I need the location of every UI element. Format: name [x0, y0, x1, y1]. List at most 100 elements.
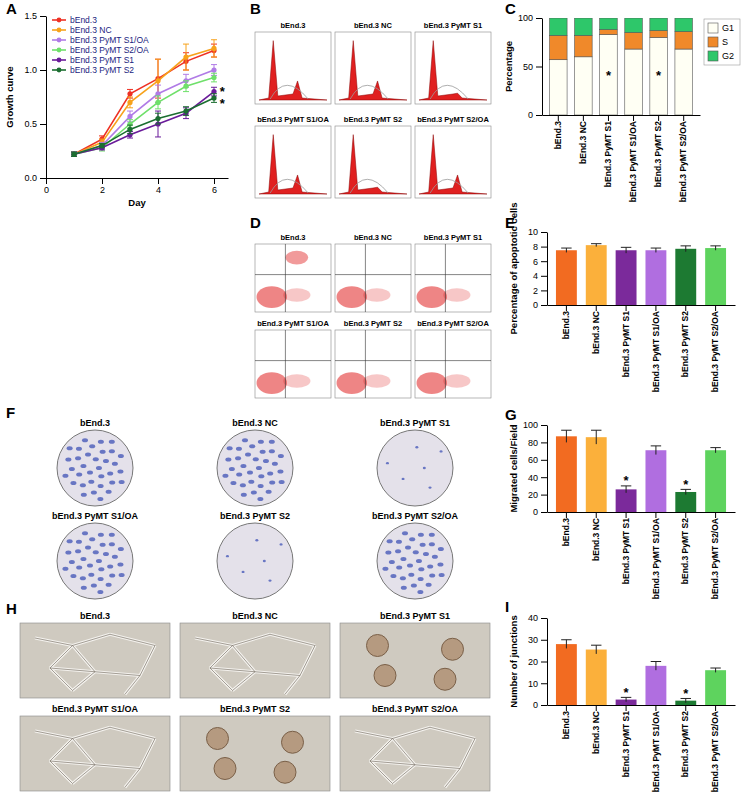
bar [586, 245, 607, 305]
error-cap [561, 248, 571, 249]
tick-mark [40, 178, 46, 179]
error-bar [99, 143, 105, 147]
error-cap [127, 107, 133, 108]
image-frame [255, 32, 331, 104]
stained-cells [408, 573, 414, 577]
dot-cloud [417, 372, 447, 394]
tube [210, 646, 233, 669]
dot-cloud [283, 374, 310, 388]
tick-mark [608, 115, 609, 121]
tick: bEnd.3 PyMT S1 [621, 705, 631, 777]
tick-label: bEnd.3 PyMT S1 [621, 311, 631, 377]
image-title: bEnd.3 [280, 233, 305, 242]
stained-cells [230, 481, 236, 485]
error-cap [99, 142, 105, 143]
tube-edge [110, 634, 155, 645]
figure-svg: A02460.00.51.01.5Growth curveDaybEnd.3bE… [0, 0, 748, 803]
dot-cloud [283, 288, 310, 302]
tube [73, 765, 96, 784]
stained-cells [242, 438, 248, 442]
error-bar [561, 640, 571, 649]
tube-edge [233, 672, 256, 691]
stained-cells [438, 547, 444, 551]
tick-mark [596, 305, 597, 311]
stained-cells [89, 537, 95, 541]
stained-cells [107, 565, 113, 569]
dot-cloud [257, 372, 287, 394]
tube [255, 672, 300, 676]
error-cap [621, 247, 631, 248]
stained-cells [402, 478, 405, 480]
stained-cells [98, 484, 104, 488]
dot-cloud [443, 374, 470, 388]
image-dotplot [255, 244, 331, 312]
x-axis-title: Day [128, 197, 146, 208]
dish [57, 523, 133, 599]
stained-cells [418, 533, 424, 537]
stained-cells [280, 543, 283, 545]
figure: A02460.00.51.01.5Growth curveDaybEnd.3bE… [0, 0, 748, 803]
tube-edge [50, 646, 73, 669]
tube [50, 668, 95, 672]
tick: 80 [528, 438, 547, 448]
panel-label: F [6, 404, 15, 421]
quadrant-line [365, 244, 366, 312]
stained-cells [109, 449, 115, 453]
tube-edge [270, 634, 315, 645]
histogram-peak [339, 135, 407, 194]
image-title: bEnd.3 [80, 418, 110, 428]
tick-label: bEnd.3 PyMT S1/OA [628, 121, 638, 202]
error-bar [99, 142, 105, 148]
tick-label: bEnd.3 PyMT S1 [603, 121, 613, 187]
stained-cells [88, 480, 94, 484]
bar-segment [650, 31, 668, 38]
tube [50, 668, 73, 691]
tube-edge [370, 761, 393, 784]
y-axis-title: Growth curve [4, 66, 15, 127]
tube [140, 646, 155, 676]
stained-cells [109, 480, 115, 484]
stained-cells [429, 573, 435, 577]
error-cap [591, 645, 601, 646]
stained-cells [85, 453, 91, 457]
tick-label: 50 [523, 62, 533, 72]
bar [645, 666, 666, 705]
bar [705, 248, 726, 305]
error-cap [710, 668, 720, 669]
tick-mark [536, 115, 542, 116]
stained-cells [67, 446, 73, 450]
tube [415, 765, 460, 769]
stained-cells [240, 483, 246, 487]
error-bar [591, 645, 601, 654]
tube-edge [285, 676, 300, 695]
stained-cells [65, 458, 71, 462]
stained-cells [225, 458, 231, 462]
stained-cells [423, 552, 429, 556]
bar-segment [575, 18, 593, 35]
quadrant-line [335, 360, 411, 361]
tick-label: 0.0 [24, 173, 37, 183]
stained-cells [91, 583, 97, 587]
quadrant-line [445, 244, 446, 312]
stained-cells [98, 474, 104, 478]
data-point [211, 89, 216, 94]
stained-cells [258, 484, 264, 488]
error-cap [183, 80, 189, 81]
y-axis: 050100 [518, 13, 543, 120]
quadrant-line [255, 360, 331, 361]
tick-label: 6 [212, 185, 217, 195]
stained-cells [98, 533, 104, 537]
stained-cells [82, 438, 88, 442]
data-point [155, 100, 160, 105]
quadrant-line [285, 244, 286, 312]
tube [95, 672, 140, 676]
image-title: bEnd.3 PyMT S2/OA [417, 115, 489, 124]
bar [705, 450, 726, 512]
stained-cells [258, 440, 264, 444]
image-transwell [217, 523, 293, 599]
error-bar [71, 152, 77, 156]
error-bar [155, 113, 161, 124]
annotation: * [624, 685, 630, 700]
stained-cells [227, 446, 233, 450]
stained-cells [76, 473, 82, 477]
